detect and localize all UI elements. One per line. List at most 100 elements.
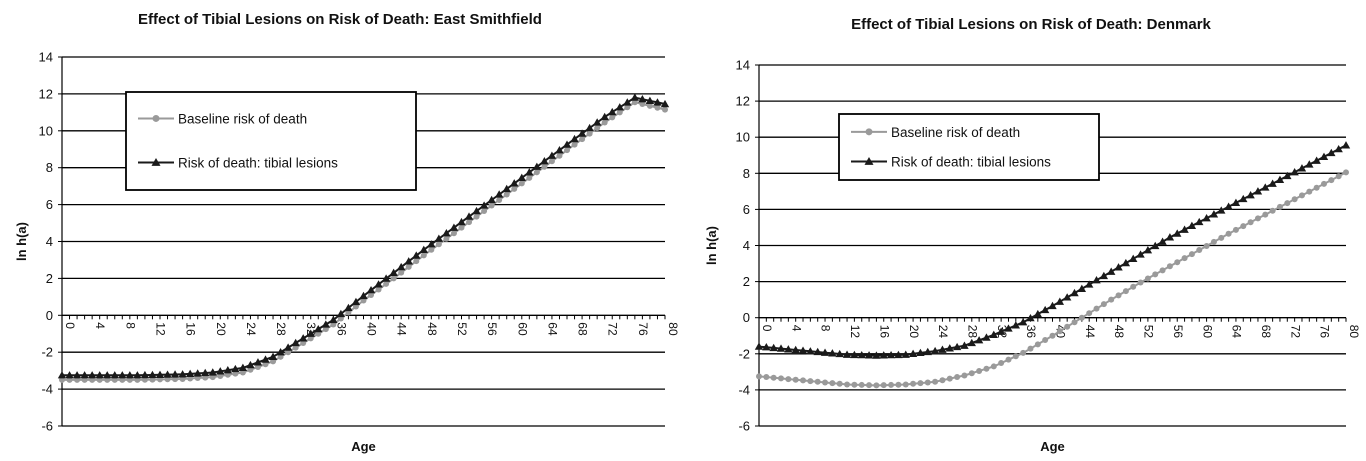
data-point [1306, 188, 1313, 195]
x-tick-label: 16 [184, 322, 198, 336]
x-tick-label: 32 [304, 322, 318, 336]
data-point [564, 147, 571, 154]
data-point [238, 363, 248, 372]
data-point [945, 344, 954, 352]
data-point [968, 370, 975, 377]
data-point [1122, 288, 1129, 295]
legend: Baseline risk of death Risk of death: tib… [125, 91, 417, 191]
x-tick-label: 28 [965, 325, 979, 339]
data-point [1173, 229, 1182, 237]
data-point [80, 371, 89, 379]
data-point [1042, 337, 1049, 344]
y-tick-label: -6 [41, 419, 53, 434]
data-point [954, 374, 961, 381]
data-point [464, 212, 474, 220]
data-point [481, 208, 488, 215]
data-point [1290, 167, 1299, 176]
x-tick-label: 68 [576, 322, 590, 336]
data-point [654, 104, 661, 111]
data-point [844, 381, 851, 388]
data-point [458, 224, 465, 231]
data-point [540, 157, 549, 165]
x-tick-label: 76 [636, 322, 650, 336]
data-point [792, 376, 799, 383]
data-point [368, 292, 375, 299]
data-point [895, 381, 902, 388]
data-point [450, 230, 457, 237]
x-tick-label: 12 [153, 322, 167, 336]
data-point [336, 309, 346, 318]
data-point [961, 372, 968, 379]
data-point [155, 370, 165, 378]
data-point [419, 245, 428, 253]
x-tick-label: 52 [455, 322, 469, 336]
y-tick-label: 12 [39, 86, 53, 101]
data-point [87, 371, 97, 379]
data-point [952, 342, 962, 351]
data-point [609, 114, 616, 121]
data-point [835, 349, 844, 358]
data-point [390, 275, 397, 282]
data-point [1100, 301, 1107, 308]
data-point [412, 251, 421, 259]
legend: Baseline risk of death Risk of death: tib… [838, 113, 1100, 181]
data-point [1108, 296, 1115, 303]
data-point [886, 350, 896, 359]
data-point [662, 106, 668, 113]
chart-title: Effect of Tibial Lesions on Risk of Deat… [138, 11, 542, 28]
data-point [579, 136, 586, 143]
y-tick-label: 0 [46, 308, 53, 323]
data-point [1261, 183, 1270, 191]
data-point [381, 274, 391, 282]
x-tick-label: 4 [789, 325, 803, 332]
data-point [1240, 223, 1247, 230]
x-tick-label: 48 [425, 322, 439, 336]
data-point [435, 241, 442, 248]
y-tick-label: 2 [46, 271, 53, 286]
data-point [974, 336, 984, 344]
data-point [502, 184, 511, 193]
data-point [762, 343, 771, 351]
data-point [1040, 305, 1050, 314]
data-point [864, 351, 874, 359]
data-point [938, 345, 947, 353]
data-point [902, 381, 909, 388]
data-point [163, 370, 172, 378]
data-point [1011, 321, 1021, 329]
data-point [103, 371, 112, 379]
y-tick-label: 0 [743, 310, 750, 325]
data-point [1181, 255, 1188, 262]
data-point [518, 180, 525, 187]
data-point [1320, 180, 1327, 187]
data-point [1203, 242, 1210, 249]
data-point [321, 320, 331, 328]
x-tick-label: 0 [760, 325, 774, 332]
data-point [939, 377, 946, 384]
data-point [389, 268, 398, 277]
data-point [473, 213, 480, 220]
data-point [472, 206, 481, 215]
data-point [1151, 241, 1160, 250]
x-tick-label: 8 [819, 325, 833, 332]
data-point [261, 355, 270, 363]
data-point [616, 109, 623, 116]
data-point [638, 95, 647, 103]
series-tibial-lesions [57, 93, 670, 379]
data-point [193, 369, 202, 377]
data-point [185, 369, 195, 378]
data-point [1202, 213, 1211, 222]
data-point [420, 252, 427, 259]
data-point [1099, 271, 1109, 280]
data-point [1232, 226, 1239, 233]
data-point [806, 347, 815, 355]
data-point [526, 174, 533, 181]
data-point [1239, 194, 1248, 203]
data-point [442, 228, 451, 237]
data-point [1084, 280, 1094, 288]
data-point [571, 141, 578, 148]
y-tick-label: -4 [738, 382, 750, 397]
data-point [998, 360, 1005, 367]
y-tick-label: -6 [738, 419, 750, 434]
x-tick-label: 72 [606, 322, 620, 336]
data-point [118, 371, 127, 379]
